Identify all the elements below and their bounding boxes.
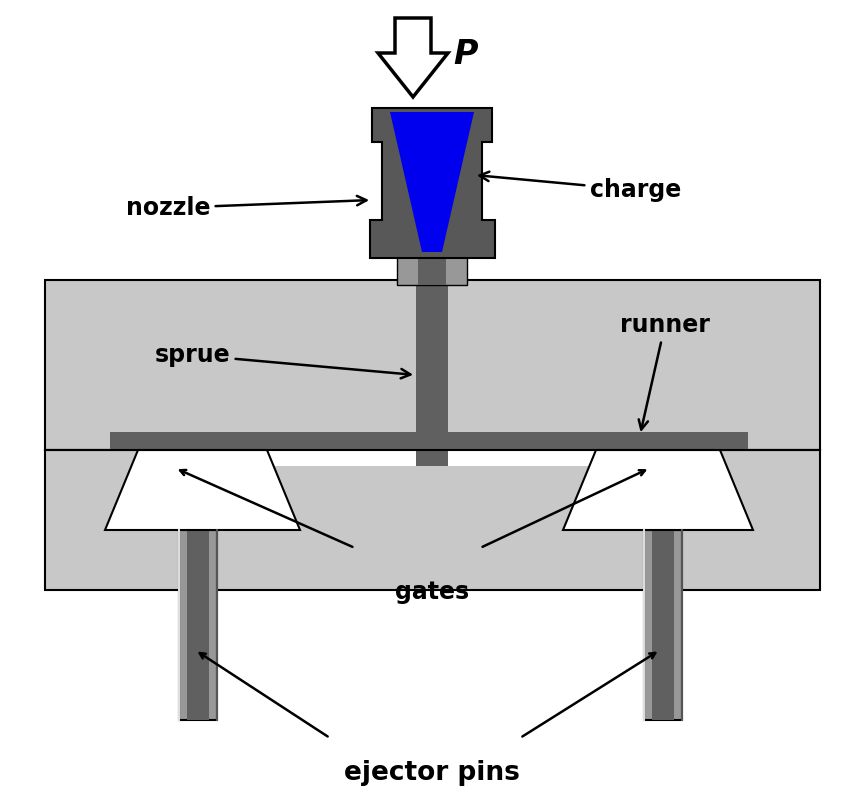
Text: ejector pins: ejector pins <box>344 760 520 786</box>
Bar <box>45 450 820 590</box>
Bar <box>187 530 209 720</box>
Bar <box>448 432 748 450</box>
Polygon shape <box>378 18 448 97</box>
Polygon shape <box>370 108 495 258</box>
Bar <box>418 255 446 285</box>
Text: gates: gates <box>395 580 469 604</box>
Text: $\boldsymbol{P}$: $\boldsymbol{P}$ <box>453 38 479 72</box>
Bar <box>416 445 448 466</box>
Text: runner: runner <box>620 313 710 430</box>
Polygon shape <box>105 450 300 530</box>
Bar <box>138 450 720 466</box>
Bar <box>138 450 720 466</box>
Text: charge: charge <box>480 172 681 202</box>
Text: sprue: sprue <box>155 343 410 378</box>
Bar <box>45 280 820 450</box>
Text: nozzle: nozzle <box>125 196 366 220</box>
Bar <box>179 530 217 720</box>
Bar <box>110 432 416 450</box>
Polygon shape <box>563 450 753 530</box>
Bar <box>644 530 682 720</box>
Bar <box>652 530 674 720</box>
Polygon shape <box>390 112 474 252</box>
Bar <box>397 255 467 285</box>
Bar <box>416 280 448 450</box>
